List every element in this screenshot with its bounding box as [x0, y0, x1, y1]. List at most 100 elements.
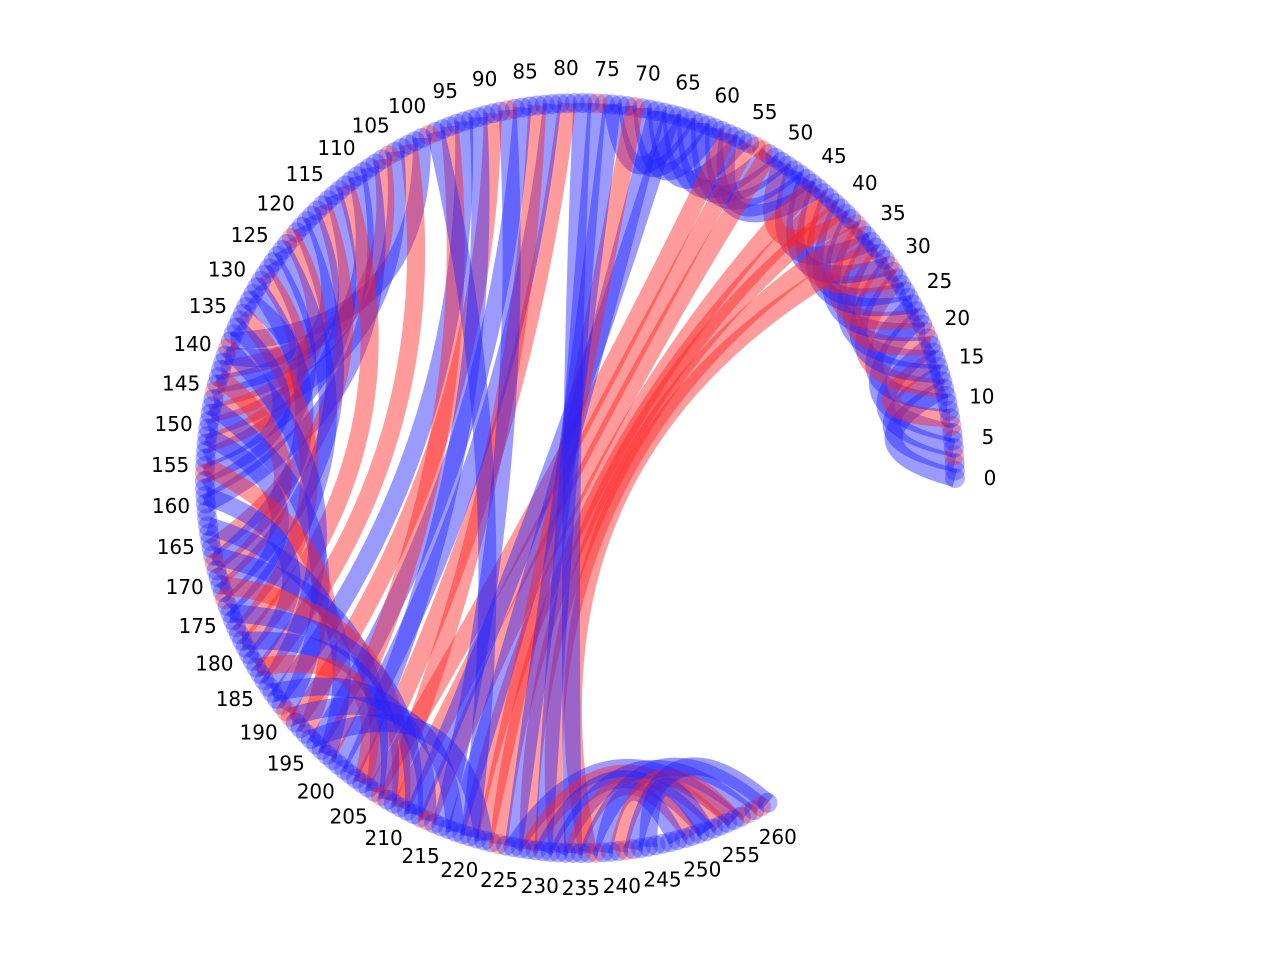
tick-label: 215: [402, 844, 440, 868]
node-marker: [796, 169, 817, 189]
node-marker: [226, 317, 247, 338]
node-marker: [879, 255, 900, 276]
node-marker: [790, 164, 811, 185]
node-marker: [323, 185, 344, 206]
node-marker: [198, 516, 219, 536]
node-marker: [752, 140, 773, 161]
node-marker: [623, 839, 644, 860]
node-marker: [296, 211, 317, 232]
node-marker: [215, 589, 236, 610]
node-marker: [197, 426, 218, 446]
node-marker: [940, 408, 961, 429]
node-marker: [942, 423, 963, 443]
node-marker: [276, 700, 297, 721]
node-marker: [512, 97, 533, 118]
node-marker: [398, 134, 419, 155]
tick-label: 240: [603, 874, 641, 898]
chord-link: [460, 177, 819, 839]
chord-link: [550, 759, 754, 857]
tick-label: 95: [432, 79, 457, 103]
chord-link: [216, 223, 344, 599]
chord-link: [639, 778, 714, 847]
node-marker: [732, 129, 753, 150]
node-marker: [220, 603, 241, 624]
tick-label: 0: [984, 466, 997, 490]
tick-label: 20: [945, 306, 970, 330]
node-marker: [696, 821, 717, 842]
chord-link: [705, 127, 824, 223]
node-marker: [378, 145, 399, 166]
node-marker: [482, 103, 503, 124]
node-marker: [262, 682, 283, 703]
chord-link: [405, 111, 681, 818]
node-marker: [439, 116, 460, 137]
chord-link: [254, 654, 379, 786]
node-marker: [210, 574, 231, 595]
tick-label: 140: [173, 332, 211, 356]
chord-link: [563, 239, 880, 855]
tick-label: 135: [189, 294, 227, 318]
node-marker: [608, 841, 629, 861]
node-marker: [874, 249, 895, 270]
node-marker: [808, 178, 829, 199]
node-marker: [765, 147, 786, 168]
node-marker: [617, 96, 638, 116]
node-marker: [200, 530, 221, 551]
node-marker: [223, 610, 243, 631]
node-marker: [200, 403, 221, 424]
tick-label: 25: [927, 269, 952, 293]
tick-label: 145: [162, 371, 200, 395]
node-marker: [744, 800, 765, 820]
node-marker: [445, 821, 466, 842]
chord-link: [211, 546, 388, 794]
tick-label: 190: [240, 721, 278, 745]
chord-link: [319, 125, 465, 760]
node-marker: [301, 205, 322, 226]
chord-link: [202, 320, 291, 482]
links-layer: [201, 102, 958, 857]
node-marker: [674, 828, 695, 849]
node-marker: [887, 268, 908, 289]
node-marker: [504, 98, 525, 119]
node-marker: [475, 105, 496, 126]
chord-link: [882, 366, 957, 472]
node-marker: [370, 785, 391, 806]
node-marker: [519, 96, 540, 117]
tick-label: 185: [216, 687, 254, 711]
node-marker: [425, 121, 446, 142]
chord-link: [603, 103, 694, 175]
node-marker: [652, 833, 673, 854]
chord-link: [849, 260, 941, 384]
node-marker: [527, 95, 548, 116]
chord-link: [624, 757, 774, 851]
chord-link: [504, 103, 622, 849]
node-marker: [846, 214, 867, 235]
chord-link: [241, 631, 400, 801]
node-marker: [195, 478, 216, 499]
node-marker: [870, 243, 891, 264]
node-marker: [247, 277, 268, 298]
node-marker: [203, 388, 224, 409]
node-marker: [836, 203, 856, 224]
node-marker: [905, 301, 926, 321]
node-marker: [555, 842, 576, 863]
node-marker: [223, 324, 244, 345]
node-marker: [841, 209, 862, 229]
node-marker: [572, 93, 593, 113]
tick-label: 250: [683, 857, 721, 881]
node-marker: [757, 792, 778, 813]
node-marker: [609, 95, 630, 116]
node-marker: [277, 233, 297, 254]
chord-link: [882, 351, 951, 428]
node-marker: [725, 126, 746, 147]
chord-link: [219, 575, 411, 808]
chord-link: [205, 517, 351, 758]
node-marker: [690, 112, 711, 133]
node-marker: [944, 445, 965, 466]
node-marker: [215, 345, 236, 366]
node-marker: [211, 359, 231, 380]
node-marker: [341, 170, 362, 191]
node-marker: [281, 228, 302, 249]
tick-label: 85: [512, 60, 537, 84]
node-marker: [549, 93, 570, 114]
